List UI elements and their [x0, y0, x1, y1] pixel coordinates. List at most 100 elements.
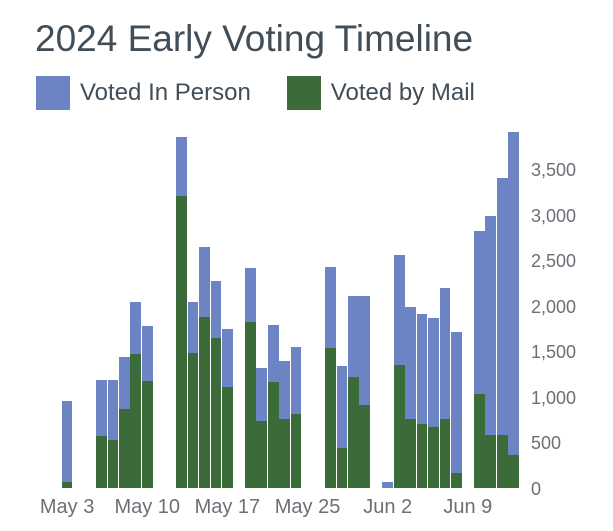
bar-jun-12 [496, 178, 508, 489]
bar-jun-4 [405, 306, 416, 489]
bar-may-7 [107, 380, 119, 489]
segment-voted-by-mail [222, 386, 233, 489]
segment-voted-in-person [451, 331, 462, 473]
bar-may-17 [222, 328, 233, 489]
segment-voted-in-person [439, 288, 451, 419]
segment-voted-by-mail [199, 316, 210, 489]
segment-voted-in-person [244, 268, 256, 322]
segment-voted-in-person [96, 380, 107, 436]
x-tick-jun-2: Jun 2 [363, 496, 413, 518]
bar-may-29 [336, 365, 348, 489]
segment-voted-in-person [187, 302, 199, 354]
y-tick-1500: 1,500 [531, 342, 577, 362]
x-tick-may-17: May 17 [194, 496, 261, 518]
segment-voted-by-mail [393, 364, 405, 489]
segment-voted-by-mail [428, 427, 439, 489]
bar-jun-10 [473, 230, 485, 489]
segment-voted-by-mail [416, 423, 428, 489]
bar-may-16 [210, 280, 222, 489]
bar-jun-3 [393, 254, 405, 489]
x-tick-may-3: May 3 [39, 496, 95, 518]
bar-may-24 [290, 346, 302, 489]
bar-may-15 [199, 247, 210, 489]
segment-voted-by-mail [130, 354, 142, 489]
segment-voted-by-mail [336, 447, 348, 489]
segment-voted-by-mail [508, 454, 520, 489]
segment-voted-in-person [118, 356, 130, 409]
segment-voted-by-mail [279, 419, 291, 489]
bar-jun-13 [508, 132, 520, 489]
bar-jun-5 [416, 313, 428, 489]
segment-voted-by-mail [405, 418, 416, 489]
bar-may-22 [267, 324, 279, 489]
bar-may-8 [118, 356, 130, 489]
y-tick-500: 500 [531, 433, 562, 453]
y-tick-3500: 3,500 [531, 160, 577, 180]
segment-voted-by-mail [244, 321, 256, 489]
segment-voted-by-mail [485, 435, 497, 489]
segment-voted-in-person [61, 401, 73, 483]
voted-by-mail-swatch-icon [286, 76, 321, 110]
segment-voted-by-mail [325, 348, 336, 489]
segment-voted-by-mail [96, 435, 107, 489]
segment-voted-in-person [496, 178, 508, 435]
segment-voted-by-mail [187, 353, 199, 489]
segment-voted-in-person [256, 367, 268, 421]
bar-may-28 [325, 267, 336, 489]
segment-voted-in-person [393, 254, 405, 365]
segment-voted-by-mail [347, 377, 359, 489]
y-tick-2000: 2,000 [531, 296, 577, 317]
y-tick-2500: 2,500 [531, 251, 577, 271]
segment-voted-in-person [210, 280, 222, 339]
bar-may-3 [61, 401, 73, 489]
x-tick-may-10: May 10 [114, 496, 181, 518]
segment-voted-in-person [222, 328, 233, 387]
voted-in-person-swatch-icon [36, 76, 70, 110]
segment-voted-by-mail [61, 482, 73, 489]
segment-voted-by-mail [141, 381, 153, 489]
bar-may-23 [279, 361, 291, 489]
segment-voted-by-mail [267, 382, 279, 489]
segment-voted-in-person [141, 325, 153, 382]
bar-may-21 [256, 367, 268, 489]
segment-voted-in-person [325, 267, 336, 349]
segment-voted-in-person [336, 365, 348, 448]
segment-voted-in-person [176, 137, 187, 197]
segment-voted-in-person [290, 346, 302, 414]
segment-voted-by-mail [107, 439, 119, 489]
bar-may-6 [96, 380, 107, 489]
bar-may-31 [359, 296, 371, 489]
bar-jun-8 [451, 331, 462, 489]
bar-may-10 [141, 325, 153, 489]
bar-may-13 [176, 137, 187, 489]
legend-item-voted-in-person: Voted In Person [36, 76, 251, 110]
segment-voted-in-person [485, 215, 497, 436]
segment-voted-by-mail [176, 196, 187, 489]
segment-voted-in-person [107, 380, 119, 440]
segment-voted-by-mail [439, 418, 451, 489]
segment-voted-in-person [382, 482, 394, 489]
legend-label-voted-by-mail: Voted by Mail [330, 79, 475, 106]
y-tick-0: 0 [531, 478, 542, 499]
segment-voted-by-mail [473, 393, 485, 489]
segment-voted-in-person [279, 361, 291, 420]
bar-jun-6 [428, 318, 439, 489]
segment-voted-in-person [508, 132, 520, 455]
bar-jun-2 [382, 482, 394, 489]
segment-voted-in-person [405, 306, 416, 419]
segment-voted-in-person [416, 313, 428, 424]
segment-voted-by-mail [496, 434, 508, 489]
y-tick-3000: 3,000 [531, 205, 577, 226]
legend-label-voted-in-person: Voted In Person [80, 79, 251, 106]
bar-may-9 [130, 301, 142, 489]
bar-may-20 [244, 268, 256, 489]
legend: Voted In Person Voted by Mail [36, 76, 475, 110]
segment-voted-in-person [199, 247, 210, 317]
segment-voted-by-mail [290, 413, 302, 489]
x-tick-may-25: May 25 [274, 496, 341, 518]
y-tick-1000: 1,000 [531, 387, 577, 408]
segment-voted-by-mail [210, 338, 222, 489]
segment-voted-by-mail [451, 472, 462, 489]
segment-voted-by-mail [256, 420, 268, 489]
